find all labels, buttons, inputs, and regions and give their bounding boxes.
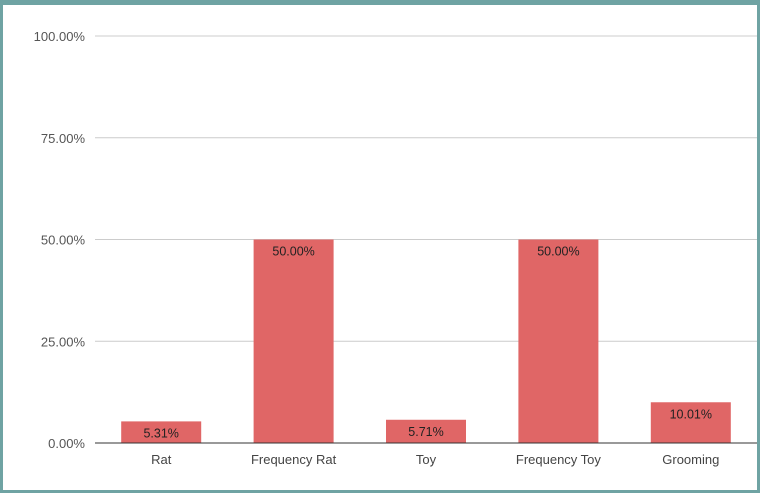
bar bbox=[650, 402, 731, 443]
y-tick-label: 25.00% bbox=[41, 334, 86, 349]
y-tick-label: 100.00% bbox=[34, 29, 86, 44]
y-tick-label: 50.00% bbox=[41, 233, 86, 248]
x-tick-label: Frequency Rat bbox=[251, 452, 337, 467]
x-tick-label: Rat bbox=[151, 452, 172, 467]
x-tick-label: Frequency Toy bbox=[516, 452, 602, 467]
bar bbox=[253, 239, 334, 443]
bar bbox=[121, 421, 202, 443]
data-label: 50.00% bbox=[272, 245, 314, 259]
data-label: 5.31% bbox=[143, 426, 178, 440]
bar bbox=[386, 419, 466, 443]
data-label: 10.01% bbox=[670, 407, 712, 421]
data-label: 5.71% bbox=[408, 425, 443, 439]
data-label: 50.00% bbox=[537, 245, 579, 259]
x-tick-label: Grooming bbox=[662, 452, 719, 467]
y-tick-label: 0.00% bbox=[48, 436, 85, 451]
x-tick-label: Toy bbox=[416, 452, 437, 467]
y-tick-label: 75.00% bbox=[41, 131, 86, 146]
bar bbox=[518, 239, 599, 443]
